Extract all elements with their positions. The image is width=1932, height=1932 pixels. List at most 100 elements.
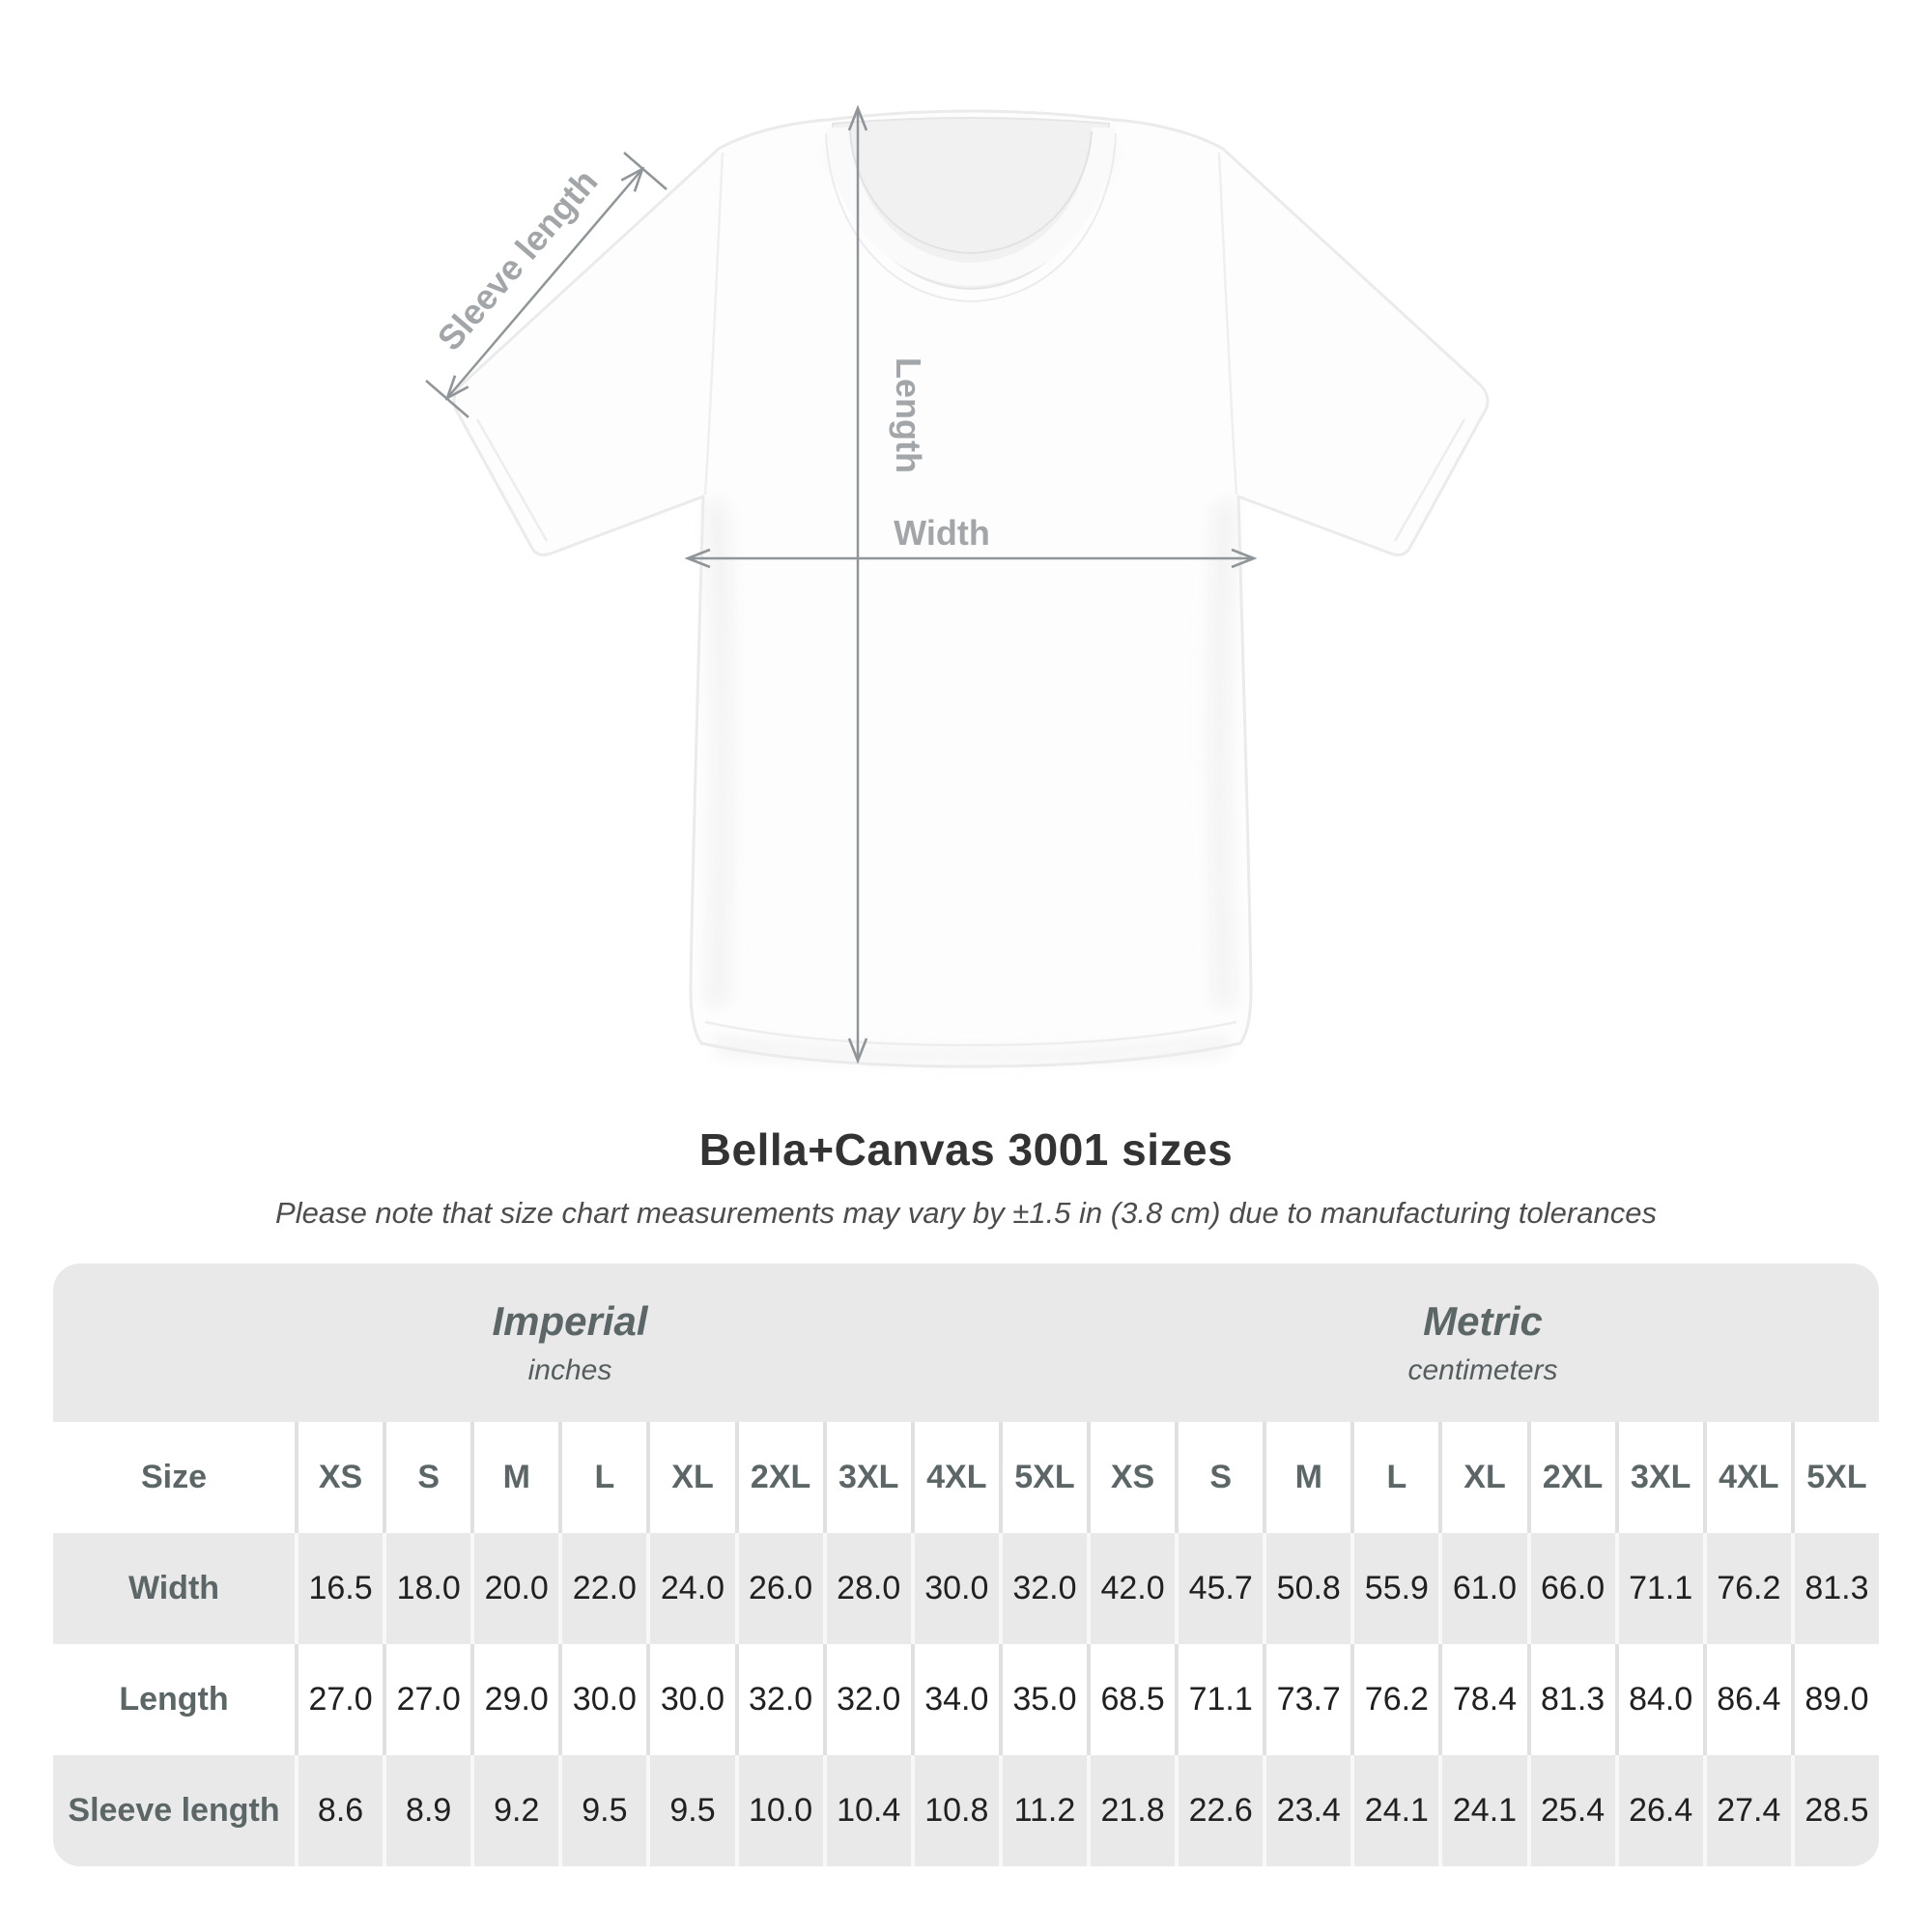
value-cell: 76.2 bbox=[1350, 1644, 1439, 1755]
value-cell: 66.0 bbox=[1526, 1533, 1615, 1644]
unit-group-metric: Metric centimeters bbox=[1087, 1264, 1879, 1422]
value-cell: 89.0 bbox=[1790, 1644, 1879, 1755]
value-cell: 55.9 bbox=[1350, 1533, 1439, 1644]
page-title: Bella+Canvas 3001 sizes bbox=[698, 1124, 1234, 1175]
value-cell: 9.2 bbox=[470, 1755, 559, 1866]
value-cell: 10.8 bbox=[910, 1755, 999, 1866]
value-cell: 8.6 bbox=[295, 1755, 384, 1866]
unit-group-unit: inches bbox=[527, 1354, 612, 1386]
collar-stitch bbox=[825, 132, 1117, 303]
size-grid: Size XS S M L XL 2XL 3XL 4XL 5XL XS S M L XL 2XL 3XL 4XL 5… bbox=[53, 1422, 1879, 1866]
value-cell: 35.0 bbox=[998, 1644, 1087, 1755]
value-cell: 42.0 bbox=[1087, 1533, 1176, 1644]
value-cell: 26.0 bbox=[734, 1533, 823, 1644]
value-cell: 30.0 bbox=[910, 1533, 999, 1644]
value-cell: 26.4 bbox=[1614, 1755, 1703, 1866]
value-cell: 23.4 bbox=[1263, 1755, 1351, 1866]
sleeve-dimension-cap-bottom bbox=[425, 380, 469, 418]
value-cell: 25.4 bbox=[1526, 1755, 1615, 1866]
size-header-cell: XL bbox=[1438, 1422, 1527, 1533]
value-cell: 73.7 bbox=[1263, 1644, 1351, 1755]
size-header-cell: S bbox=[383, 1422, 471, 1533]
row-label: Length bbox=[53, 1644, 295, 1755]
value-cell: 34.0 bbox=[910, 1644, 999, 1755]
row-label: Sleeve length bbox=[53, 1755, 295, 1866]
value-cell: 16.5 bbox=[295, 1533, 384, 1644]
value-cell: 71.1 bbox=[1614, 1533, 1703, 1644]
value-cell: 8.9 bbox=[383, 1755, 471, 1866]
value-cell: 30.0 bbox=[646, 1644, 735, 1755]
size-header-cell: 4XL bbox=[1702, 1422, 1791, 1533]
left-cuff-fold bbox=[475, 418, 549, 542]
size-header-cell: M bbox=[1263, 1422, 1351, 1533]
value-cell: 71.1 bbox=[1175, 1644, 1264, 1755]
unit-group-imperial: Imperial inches bbox=[53, 1264, 1087, 1422]
size-header-cell: XS bbox=[1087, 1422, 1176, 1533]
size-table: Imperial inches Metric centimeters Size X… bbox=[53, 1264, 1879, 1866]
size-header-cell: 2XL bbox=[734, 1422, 823, 1533]
value-cell: 21.8 bbox=[1087, 1755, 1176, 1866]
tolerance-note: Please note that size chart measurements… bbox=[275, 1196, 1657, 1230]
value-cell: 50.8 bbox=[1263, 1533, 1351, 1644]
value-cell: 9.5 bbox=[646, 1755, 735, 1866]
unit-header-row: Imperial inches Metric centimeters bbox=[53, 1264, 1879, 1422]
value-cell: 45.7 bbox=[1175, 1533, 1264, 1644]
value-cell: 10.4 bbox=[822, 1755, 911, 1866]
hem-stitch bbox=[704, 1020, 1237, 1047]
value-cell: 81.3 bbox=[1526, 1644, 1615, 1755]
value-cell: 24.1 bbox=[1350, 1755, 1439, 1866]
value-cell: 18.0 bbox=[383, 1533, 471, 1644]
size-header-cell: S bbox=[1175, 1422, 1264, 1533]
length-label: Length bbox=[889, 357, 928, 473]
size-header-cell: L bbox=[558, 1422, 647, 1533]
size-header-cell: XL bbox=[646, 1422, 735, 1533]
value-cell: 24.0 bbox=[646, 1533, 735, 1644]
sleeve-dimension-cap-top bbox=[623, 152, 668, 190]
size-column-header: Size bbox=[53, 1422, 295, 1533]
size-header-cell: M bbox=[470, 1422, 559, 1533]
tshirt-measurement-diagram: Sleeve length Length Width bbox=[425, 0, 1490, 1068]
sleeve-dimension-line bbox=[447, 169, 642, 398]
value-cell: 81.3 bbox=[1790, 1533, 1879, 1644]
value-cell: 68.5 bbox=[1087, 1644, 1176, 1755]
size-header-cell: XS bbox=[295, 1422, 384, 1533]
unit-group-name: Imperial bbox=[492, 1298, 648, 1344]
size-header-cell: 3XL bbox=[822, 1422, 911, 1533]
dimension-lines bbox=[425, 108, 1254, 1061]
right-cuff-fold bbox=[1393, 418, 1466, 542]
value-cell: 30.0 bbox=[558, 1644, 647, 1755]
value-cell: 27.0 bbox=[383, 1644, 471, 1755]
value-cell: 32.0 bbox=[734, 1644, 823, 1755]
value-cell: 84.0 bbox=[1614, 1644, 1703, 1755]
value-cell: 11.2 bbox=[998, 1755, 1087, 1866]
value-cell: 24.1 bbox=[1438, 1755, 1527, 1866]
value-cell: 76.2 bbox=[1702, 1533, 1791, 1644]
value-cell: 32.0 bbox=[998, 1533, 1087, 1644]
width-label: Width bbox=[894, 513, 990, 553]
unit-group-unit: centimeters bbox=[1407, 1354, 1558, 1386]
unit-group-name: Metric bbox=[1423, 1298, 1543, 1344]
value-cell: 86.4 bbox=[1702, 1644, 1791, 1755]
value-cell: 20.0 bbox=[470, 1533, 559, 1644]
value-cell: 32.0 bbox=[822, 1644, 911, 1755]
value-cell: 27.0 bbox=[295, 1644, 384, 1755]
value-cell: 9.5 bbox=[558, 1755, 647, 1866]
value-cell: 28.0 bbox=[822, 1533, 911, 1644]
value-cell: 22.0 bbox=[558, 1533, 647, 1644]
row-label: Width bbox=[53, 1533, 295, 1644]
size-header-cell: 5XL bbox=[1790, 1422, 1879, 1533]
value-cell: 28.5 bbox=[1790, 1755, 1879, 1866]
size-header-cell: 3XL bbox=[1614, 1422, 1703, 1533]
value-cell: 27.4 bbox=[1702, 1755, 1791, 1866]
tshirt-illustration bbox=[452, 109, 1490, 1068]
size-header-cell: 2XL bbox=[1526, 1422, 1615, 1533]
left-sleeve-seam bbox=[703, 152, 724, 496]
value-cell: 22.6 bbox=[1175, 1755, 1264, 1866]
size-header-cell: L bbox=[1350, 1422, 1439, 1533]
value-cell: 78.4 bbox=[1438, 1644, 1527, 1755]
right-sleeve-seam bbox=[1217, 152, 1238, 496]
size-header-cell: 4XL bbox=[910, 1422, 999, 1533]
value-cell: 61.0 bbox=[1438, 1533, 1527, 1644]
value-cell: 10.0 bbox=[734, 1755, 823, 1866]
size-header-cell: 5XL bbox=[998, 1422, 1087, 1533]
